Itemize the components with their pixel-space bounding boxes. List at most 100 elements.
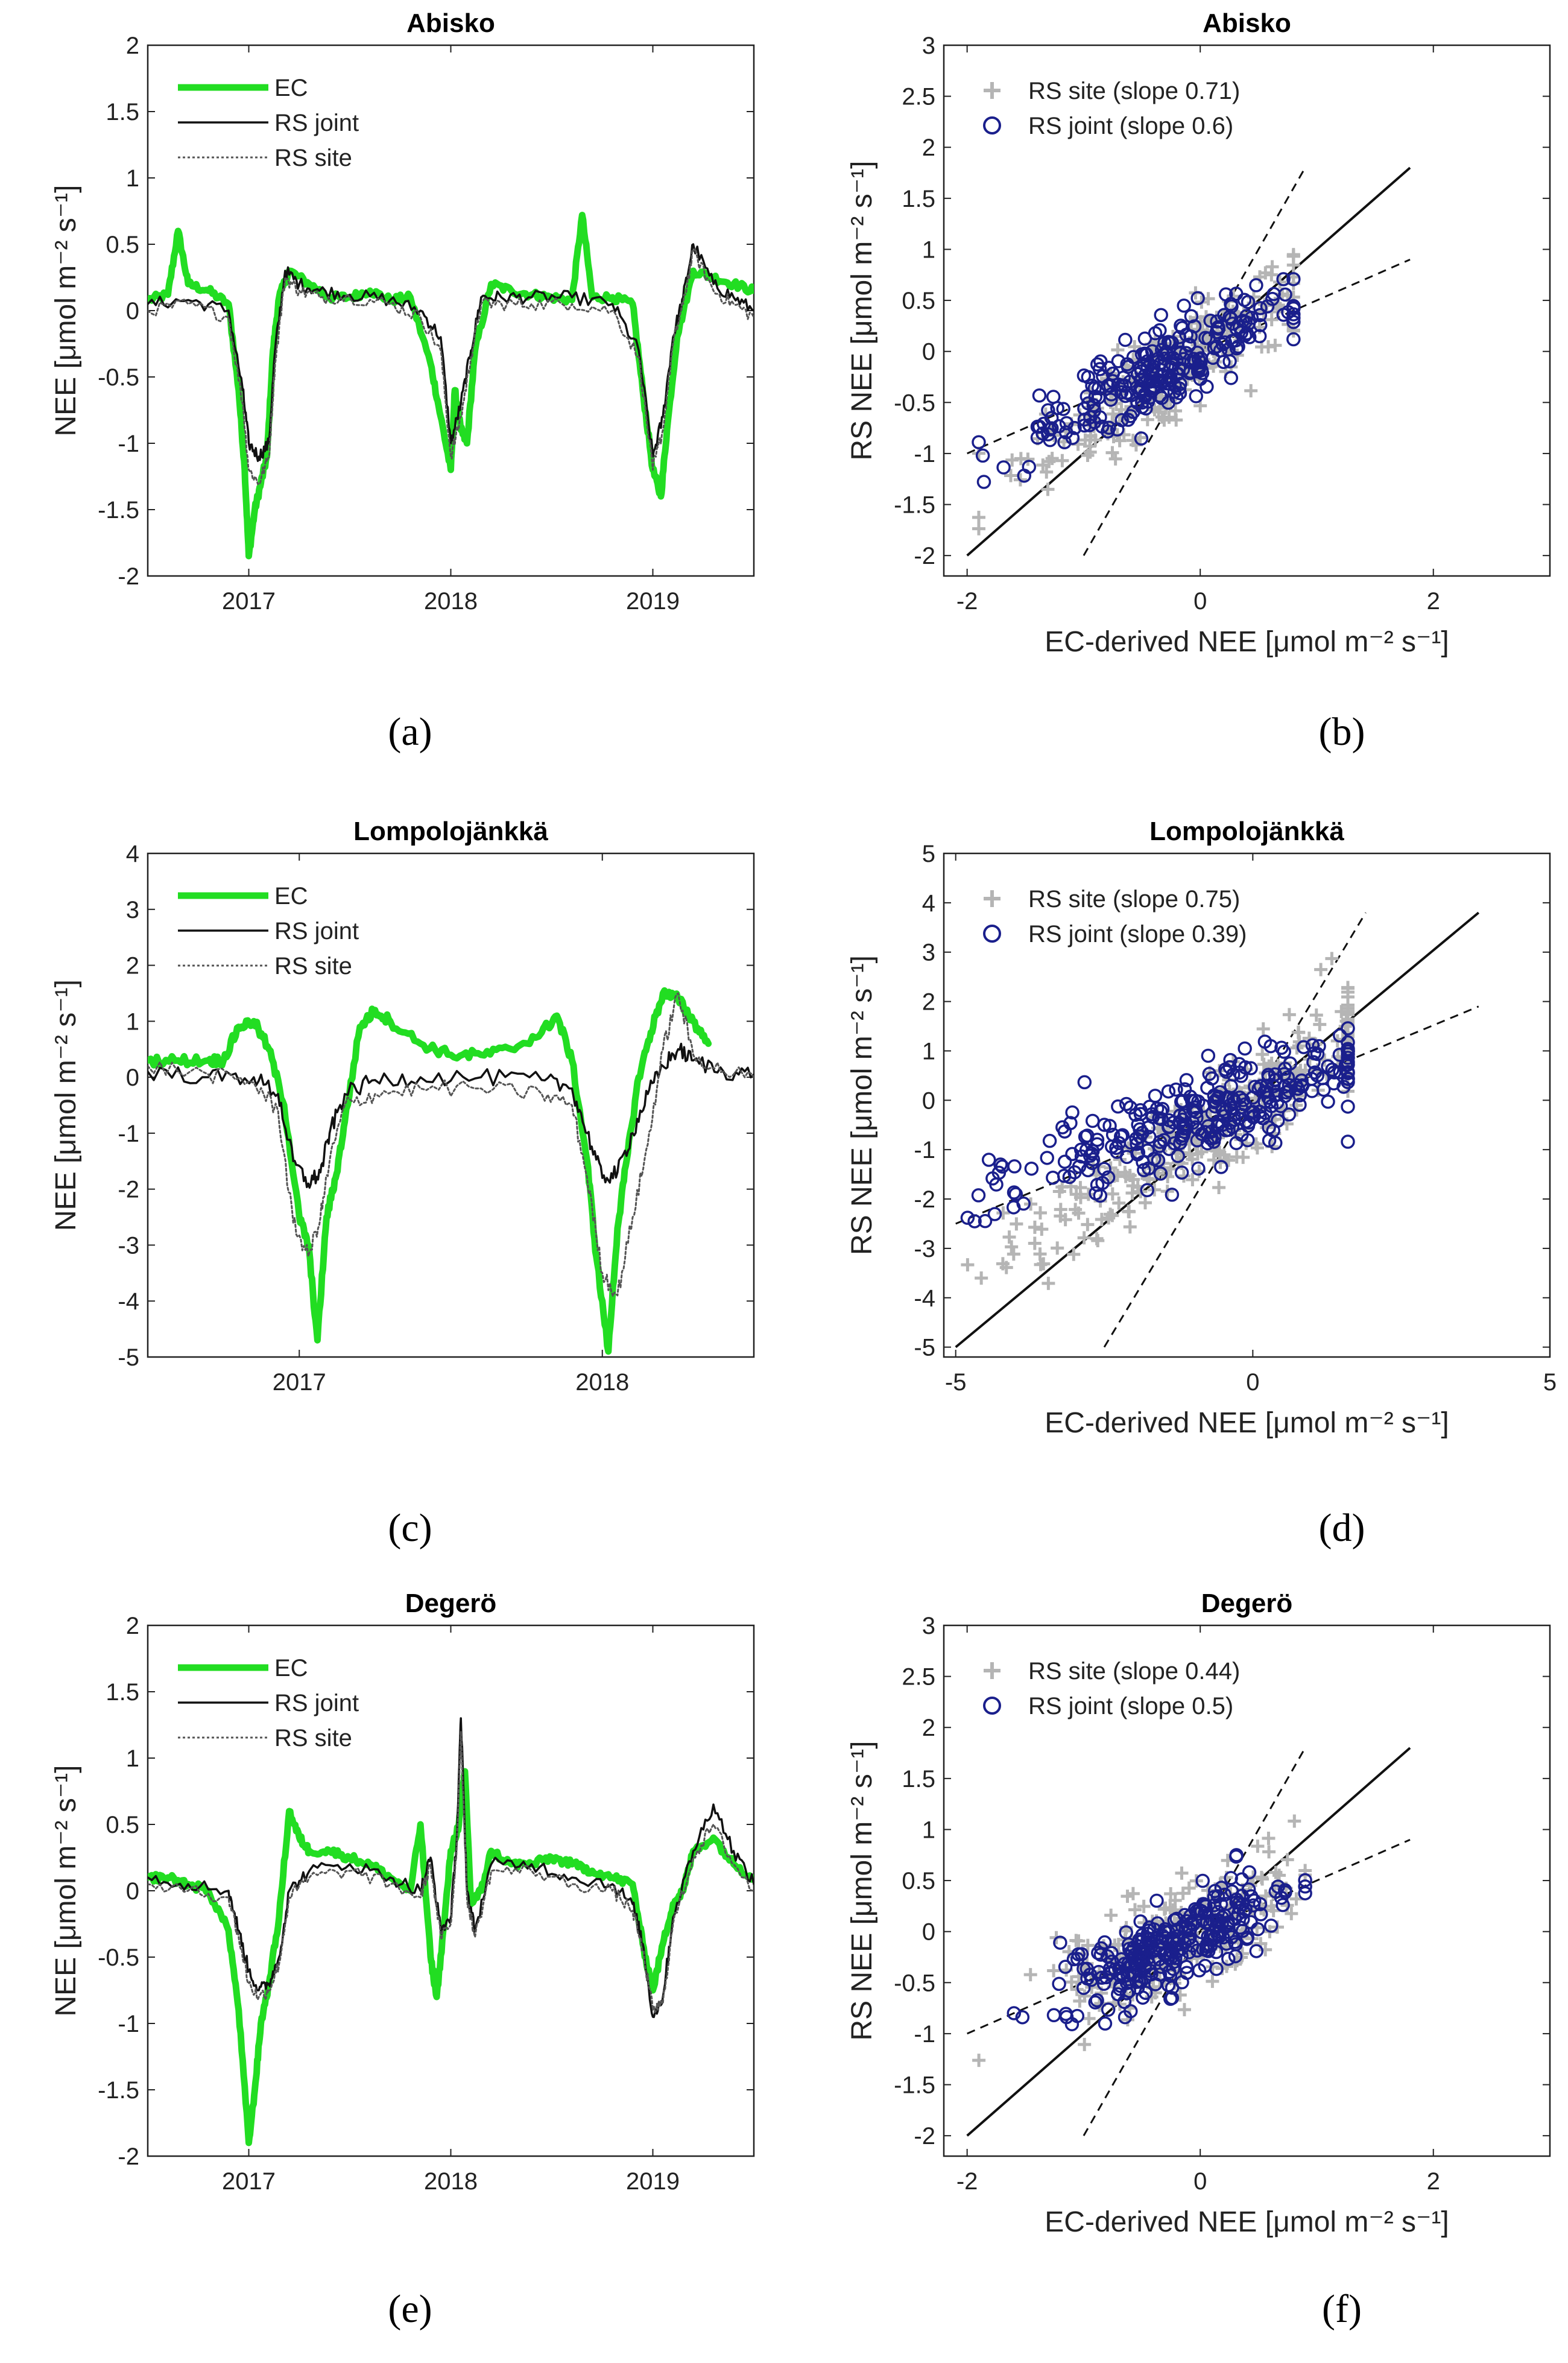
point-rs-joint [1276,1897,1290,1912]
point-rs-joint [1137,1163,1151,1177]
point-rs-site [1236,1947,1250,1961]
point-rs-joint [1119,1986,1134,2001]
point-rs-site [1273,275,1287,289]
y-tick-label: 0 [126,1064,139,1091]
series-line-rs-site [148,992,754,1297]
y-tick-label: -4 [118,1288,139,1315]
point-rs-joint [1249,278,1263,293]
point-rs-joint [1191,1161,1206,1176]
point-rs-joint [976,475,991,489]
point-rs-joint [1137,387,1152,402]
point-rs-joint [1177,299,1191,313]
point-rs-joint [1111,1136,1127,1150]
point-rs-joint [1142,1920,1157,1935]
point-rs-joint [1046,2008,1061,2023]
point-rs-joint [1191,362,1206,376]
point-rs-joint [1079,1142,1094,1157]
point-rs-joint [1097,1118,1112,1132]
point-rs-site [1256,1048,1269,1061]
point-rs-joint [1210,1926,1225,1941]
point-rs-joint [1223,1052,1238,1068]
point-rs-site [1082,2011,1096,2025]
point-rs-joint [1171,1148,1185,1163]
panel-e: Degerö -2 -1.5 -1 -0.5 0 0.5 1 1.5 2 2017 2018 2019 N… [50,1589,755,2195]
point-rs-site [1047,1964,1061,1978]
point-rs-site [1069,1934,1083,1947]
y-tick-label: -4 [914,1285,935,1312]
point-rs-joint [1341,1044,1355,1059]
point-rs-joint [1239,1932,1254,1946]
point-rs-joint [1104,393,1118,407]
point-rs-joint [1119,1925,1133,1940]
point-rs-joint [1137,357,1151,372]
point-rs-site [1054,1209,1067,1223]
point-rs-joint [1089,1186,1103,1201]
x-axis-label: EC-derived NEE [μmol m⁻² s⁻¹] [1045,2206,1449,2238]
point-rs-joint [1152,1952,1166,1967]
point-rs-joint [1203,1131,1218,1146]
point-rs-site [1113,1153,1127,1166]
legend-label: RS joint [274,918,359,944]
point-rs-joint [1161,396,1176,410]
point-rs-joint [1102,420,1116,435]
x-tick-label: -2 [956,2168,978,2195]
plot-frame [147,1624,755,2157]
series-line-rs-site [148,1730,754,2013]
legend-label: RS site (slope 0.75) [1028,886,1240,913]
y-tick-label: 5 [922,841,935,867]
point-rs-joint [1152,1139,1167,1153]
point-rs-site [1105,446,1119,460]
y-axis-label: RS NEE [μmol m⁻² s⁻¹] [846,160,878,460]
point-rs-site [1036,458,1050,472]
point-rs-joint [1041,403,1055,418]
point-rs-joint [1159,347,1174,362]
point-rs-joint [1066,1952,1081,1967]
y-tick-label: 2 [922,1715,935,1741]
point-rs-joint [1224,311,1239,326]
point-rs-joint [1058,1960,1073,1974]
point-rs-site [1291,1025,1305,1039]
y-tick-label: -0.5 [894,390,935,416]
point-rs-site [1244,384,1258,397]
point-rs-joint [1218,335,1233,350]
point-rs-joint [1129,1975,1144,1989]
point-rs-joint [1247,1893,1262,1908]
point-rs-joint [993,1157,1008,1172]
point-rs-site [1123,1220,1137,1234]
point-rs-joint [1122,1984,1137,1998]
point-rs-site [1288,1814,1301,1828]
point-rs-joint [1227,1107,1241,1122]
point-rs-joint [1175,1975,1189,1990]
point-rs-joint [1291,1081,1306,1096]
point-rs-site [972,2054,986,2067]
panel-f: Degerö -2 -1.5 -1 -0.5 0 0.5 1 1.5 2 2.5 3 -2 0 2 RS NE… [846,1589,1551,2238]
y-tick-label: -2 [118,1177,139,1203]
y-tick-label: -2 [914,1186,935,1213]
point-rs-site [1148,1183,1162,1197]
point-rs-joint [1237,293,1252,308]
series-line-rs-site [148,248,754,486]
point-rs-site [1176,1887,1190,1900]
point-rs-joint [1118,332,1133,347]
point-rs-joint [1053,1935,1067,1950]
point-rs-site [1251,1839,1265,1853]
legend-marker-site [984,890,1001,907]
point-rs-joint [1189,389,1203,403]
y-tick-label: 0 [922,1919,935,1946]
point-rs-site [1004,469,1018,482]
y-axis-label: NEE [μmol m⁻² s⁻¹] [50,1765,82,2017]
point-rs-joint [1241,1118,1256,1133]
point-rs-joint [1277,1067,1291,1081]
point-rs-joint [1341,1051,1355,1065]
x-tick-label: -2 [956,588,978,615]
point-rs-joint [1261,1090,1276,1105]
point-rs-joint [1200,1080,1215,1095]
point-rs-site [1282,1008,1296,1022]
point-rs-joint [1174,1165,1189,1180]
point-rs-joint [1214,1160,1228,1174]
point-rs-site [1126,1179,1140,1193]
point-rs-joint [1081,370,1096,385]
point-rs-joint [1250,1922,1265,1937]
point-rs-site [1286,258,1300,272]
point-rs-joint [1253,1907,1268,1922]
